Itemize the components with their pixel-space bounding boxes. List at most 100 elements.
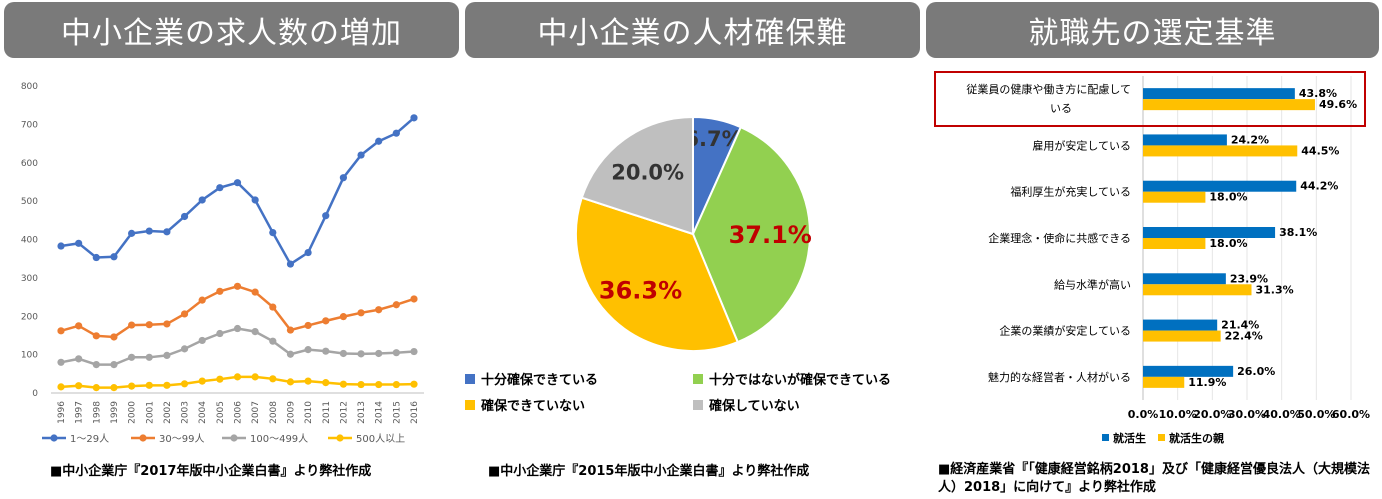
x-tick-label: 2013 [357, 401, 367, 424]
data-point [322, 379, 330, 387]
data-point [180, 310, 189, 318]
x-tick-label: 20.0% [1193, 408, 1231, 421]
data-point [286, 260, 295, 268]
data-point [180, 212, 189, 221]
data-point [375, 380, 383, 389]
x-tick-label: 2011 [322, 401, 332, 424]
legend-label: 500人以上 [356, 433, 405, 445]
legend-swatch [693, 374, 703, 384]
data-point [233, 373, 242, 381]
x-tick-label: 10.0% [1159, 408, 1197, 421]
x-tick-label: 1998 [92, 401, 102, 424]
data-point [216, 184, 224, 192]
data-point [269, 375, 277, 383]
x-tick-label: 2014 [375, 401, 385, 424]
bar [1143, 227, 1276, 238]
legend-swatch [465, 374, 475, 384]
bar [1143, 134, 1227, 146]
data-point [216, 329, 224, 338]
legend-label: 十分ではないが確保できている [709, 372, 891, 388]
data-point [198, 336, 206, 345]
data-point [392, 129, 400, 137]
data-point [57, 242, 65, 250]
data-point [286, 350, 295, 358]
data-point [269, 303, 277, 311]
data-point [410, 380, 418, 388]
category-label: 給与水準が高い [1054, 277, 1131, 291]
x-tick-label: 2008 [269, 401, 279, 424]
x-tick-label: 1996 [57, 401, 67, 424]
category-label: 従業員の健康や働き方に配慮して [966, 82, 1131, 96]
y-tick-label: 600 [21, 159, 38, 169]
bar-value-label: 21.4% [1221, 319, 1259, 332]
x-tick-label: 2002 [163, 401, 173, 424]
series-line [60, 116, 415, 266]
x-tick-label: 1997 [75, 401, 85, 424]
line-chart: 0 100 200 300 400 500 600 700 800 1996 1997 1998 199… [21, 82, 424, 445]
data-point [75, 239, 83, 247]
data-point [128, 321, 136, 329]
data-point [180, 345, 189, 353]
data-point [322, 317, 330, 325]
bar [1143, 284, 1252, 296]
data-point [92, 361, 100, 369]
y-tick-label: 300 [21, 274, 38, 284]
bar-value-label: 44.2% [1300, 180, 1338, 193]
y-tick-label: 700 [21, 120, 38, 130]
bar-value-label: 22.4% [1225, 330, 1263, 343]
legend-label: 就活生の親 [1169, 431, 1224, 445]
legend-marker [50, 434, 58, 442]
bar-value-label: 11.9% [1188, 376, 1226, 389]
x-tick-label: 30.0% [1228, 408, 1266, 421]
x-tick-label: 2009 [286, 401, 296, 424]
data-point [75, 322, 83, 330]
data-point [145, 227, 153, 235]
data-point [145, 353, 153, 361]
bar [1143, 99, 1315, 111]
data-point [163, 228, 171, 236]
legend-label: 1〜29人 [70, 433, 109, 445]
pie-chart: 6.7%37.1%36.3%20.0%十分確保できている 十分ではないが確保できて… [465, 115, 891, 414]
legend-marker [139, 434, 147, 442]
bar [1143, 330, 1221, 342]
x-tick-label: 2000 [128, 401, 138, 424]
data-point [410, 295, 418, 303]
x-tick-label: 2004 [198, 401, 208, 424]
y-tick-label: 400 [21, 236, 38, 246]
data-point [92, 253, 100, 262]
data-point [392, 301, 400, 309]
x-tick-label: 2001 [145, 401, 155, 424]
data-point [304, 321, 312, 330]
bar-value-label: 23.9% [1230, 272, 1268, 285]
y-tick-label: 800 [21, 82, 38, 92]
x-tick-label: 50.0% [1297, 408, 1335, 421]
bar [1143, 191, 1206, 203]
x-tick-label: 2010 [304, 401, 314, 424]
legend-label: 100〜499人 [250, 433, 308, 445]
data-point [375, 306, 383, 314]
data-point [357, 350, 365, 358]
legend-swatch [1102, 434, 1109, 441]
data-point [198, 377, 206, 385]
slice-label: 36.3% [599, 277, 682, 305]
data-point [286, 326, 295, 334]
x-tick-label: 40.0% [1263, 408, 1301, 421]
data-point [163, 381, 171, 389]
bar-value-label: 38.1% [1279, 226, 1317, 239]
data-point [357, 309, 365, 317]
data-point [286, 378, 295, 386]
legend-label: 十分確保できている [481, 372, 598, 388]
bar-value-label: 31.3% [1256, 283, 1294, 296]
data-point [128, 229, 136, 237]
pie-slice [580, 115, 694, 236]
data-point [163, 351, 171, 359]
legend-marker [230, 434, 238, 442]
data-point [233, 324, 242, 333]
data-point [110, 361, 118, 369]
x-tick-label: 60.0% [1332, 408, 1370, 421]
data-point [304, 377, 312, 385]
category-label: 企業の業績が安定している [999, 324, 1131, 338]
category-label: 企業理念・使命に共感できる [988, 231, 1131, 245]
pie-slice [575, 196, 740, 352]
bar-value-label: 26.0% [1237, 365, 1275, 378]
